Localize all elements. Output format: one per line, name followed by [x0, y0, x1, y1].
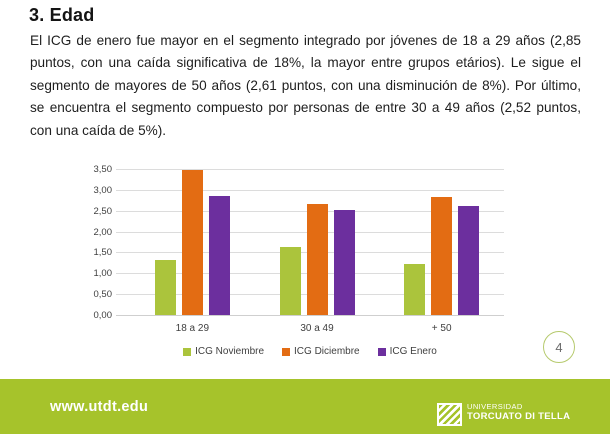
- x-tick-label: + 50: [431, 323, 452, 334]
- bars-area: [130, 169, 504, 315]
- bar-group-18a29: [130, 169, 255, 315]
- bar-group-30a49: [255, 169, 380, 315]
- body-text: El ICG de enero fue mayor en el segmento…: [30, 33, 581, 138]
- bar-icg-enero-0: [208, 196, 230, 315]
- legend-swatch-icon: [183, 347, 192, 356]
- y-tick-label: 0,50: [93, 289, 113, 301]
- y-tick-label: 1,00: [93, 268, 113, 280]
- x-tick-label: 18 a 29: [175, 323, 210, 334]
- y-tick-label: 1,50: [93, 247, 113, 259]
- logo-line2: TORCUATO DI TELLA: [467, 410, 571, 422]
- legend-label: ICG Noviembre: [195, 346, 265, 357]
- legend-item-icg-diciembre: ICG Diciembre: [282, 346, 360, 357]
- bar-icg-diciembre-0: [181, 170, 203, 315]
- legend-swatch-icon: [282, 347, 291, 356]
- x-axis-labels: 18 a 29 30 a 49 + 50: [130, 323, 504, 334]
- page-number: 4: [555, 339, 563, 355]
- y-tick-label: 2,50: [93, 205, 113, 217]
- legend-item-icg-noviembre: ICG Noviembre: [183, 346, 264, 357]
- utdt-logo-text: UNIVERSIDAD TORCUATO DI TELLA: [467, 402, 571, 423]
- legend-swatch-icon: [377, 347, 386, 356]
- chart-legend: ICG Noviembre ICG Diciembre ICG Enero: [116, 346, 504, 357]
- bar-icg-diciembre-1: [306, 204, 328, 315]
- legend-label: ICG Enero: [389, 346, 437, 357]
- page-number-badge: 4: [543, 331, 575, 363]
- bar-icg-noviembre-2: [404, 264, 426, 315]
- footer-bar: www.utdt.edu UNIVERSIDAD TORCUATO DI TEL…: [0, 379, 610, 434]
- chart-plot-area: [116, 169, 504, 316]
- x-tick-label: 30 a 49: [300, 323, 334, 334]
- grid-line: [116, 169, 504, 170]
- utdt-hatch-icon: [437, 403, 462, 426]
- bar-icg-noviembre-0: [154, 260, 176, 315]
- legend-item-icg-enero: ICG Enero: [377, 346, 437, 357]
- legend-label: ICG Diciembre: [294, 346, 360, 357]
- slide-title: 3. Edad: [29, 5, 95, 25]
- y-tick-label: 3,00: [93, 184, 113, 196]
- logo-line1: UNIVERSIDAD: [467, 402, 523, 411]
- y-tick-label: 3,50: [93, 164, 113, 175]
- bar-icg-enero-1: [333, 209, 355, 315]
- bar-icg-noviembre-1: [279, 247, 301, 315]
- bar-icg-diciembre-2: [431, 196, 453, 315]
- bar-icg-enero-2: [458, 206, 480, 315]
- grid-line: [116, 189, 504, 191]
- y-tick-label: 2,00: [93, 226, 113, 238]
- bar-group-+50: [379, 169, 504, 315]
- y-tick-label: 0,00: [93, 310, 113, 321]
- y-axis-labels: 0,00 0,50 1,00 1,50 2,00 2,50 3,00 3,50: [78, 164, 113, 321]
- website-link[interactable]: www.utdt.edu: [50, 398, 149, 415]
- utdt-logo: UNIVERSIDAD TORCUATO DI TELLA: [437, 402, 571, 426]
